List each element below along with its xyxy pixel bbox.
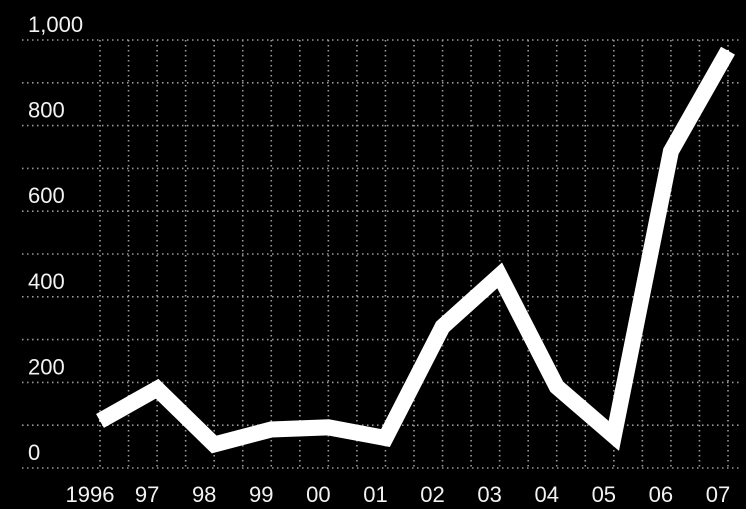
x-tick-label: 07 [706, 482, 730, 507]
data-point [213, 443, 216, 446]
x-tick-label: 97 [135, 482, 159, 507]
y-tick-label: 800 [28, 98, 65, 123]
data-point [441, 325, 444, 328]
x-tick-label: 03 [477, 482, 501, 507]
x-tick-label: 98 [192, 482, 216, 507]
data-point [727, 49, 729, 52]
data-point [498, 274, 501, 277]
data-point [669, 150, 672, 153]
y-tick-label: 200 [28, 354, 65, 379]
x-tick-label: 02 [420, 482, 444, 507]
series-line [96, 46, 735, 454]
x-tick-label: 05 [592, 482, 616, 507]
data-point [384, 437, 387, 440]
x-tick-label: 1996 [66, 482, 115, 507]
x-axis-ticks: 1996 97 98 99 00 01 02 03 04 05 06 07 [66, 482, 731, 507]
y-tick-label: 600 [28, 183, 65, 208]
series-group [96, 46, 735, 454]
grid [22, 39, 740, 469]
data-point [99, 419, 101, 422]
x-tick-label: 01 [363, 482, 387, 507]
x-tick-label: 00 [306, 482, 330, 507]
data-point [270, 428, 273, 431]
y-tick-label: 0 [28, 440, 40, 465]
x-tick-label: 04 [534, 482, 558, 507]
data-point [555, 385, 558, 388]
data-point [612, 434, 615, 437]
y-tick-label: 400 [28, 269, 65, 294]
y-axis-ticks: 0 200 400 600 800 1,000 [28, 12, 83, 465]
x-tick-label: 06 [649, 482, 673, 507]
x-tick-label: 99 [249, 482, 273, 507]
data-point [156, 387, 159, 390]
data-point [327, 426, 330, 429]
y-tick-label: 1,000 [28, 12, 83, 37]
